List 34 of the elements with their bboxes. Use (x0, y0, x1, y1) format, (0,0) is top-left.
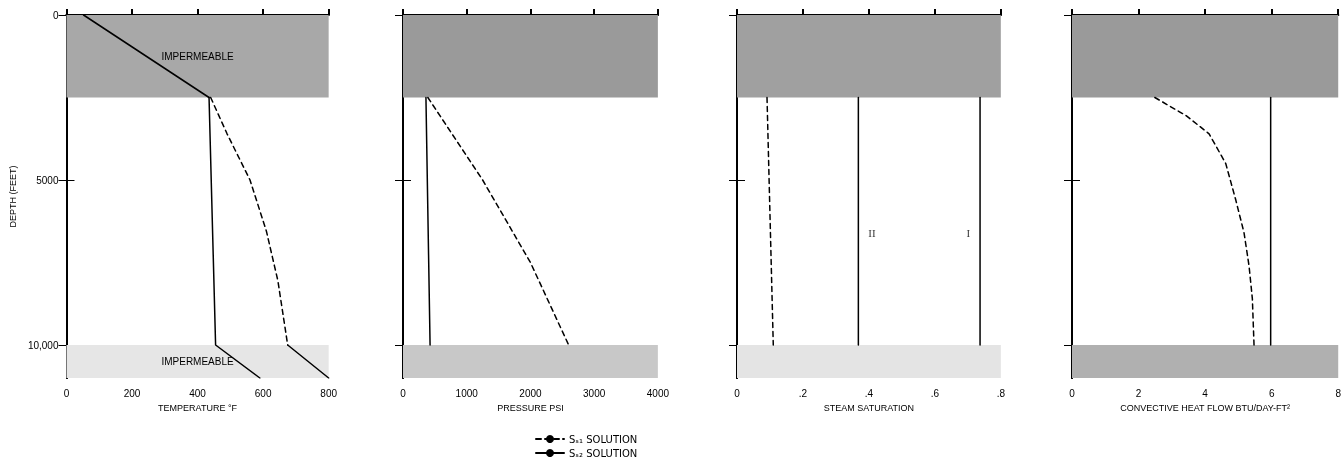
x-tick-label: 0 (734, 387, 741, 399)
y-tick-label: 5000 (36, 174, 59, 186)
y-tick-label: 10,000 (27, 339, 59, 351)
x-tick-label: 2 (1135, 387, 1142, 399)
x-tick-label: 800 (320, 387, 338, 399)
x-tick-label: 200 (123, 387, 141, 399)
x-tick-label: 0 (400, 387, 407, 399)
x-tick-label: 3000 (583, 387, 606, 399)
legend-label: Sₛ₂ SOLUTION (569, 447, 638, 459)
band-label: IMPERMEABLE (161, 356, 235, 367)
x-tick-label: 400 (189, 387, 207, 399)
annotation: I (966, 226, 971, 239)
x-tick-label: 0 (1069, 387, 1076, 399)
x-tick-label: 4000 (646, 387, 670, 399)
legend-label: Sₛ₁ SOLUTION (569, 433, 638, 445)
x-tick-label: 0 (63, 387, 70, 399)
x-tick-label: .4 (864, 387, 874, 399)
x-axis-title: TEMPERATURE °F (158, 402, 238, 413)
x-tick-label: 6 (1268, 387, 1275, 399)
y-tick-label: 0 (52, 9, 59, 21)
x-tick-label: 8 (1335, 387, 1342, 399)
annotation: II (868, 226, 877, 239)
x-axis-title: PRESSURE PSI (497, 402, 564, 413)
x-tick-label: .6 (930, 387, 940, 399)
x-tick-label: 2000 (519, 387, 542, 399)
band-label: IMPERMEABLE (161, 50, 235, 62)
x-tick-label: 600 (254, 387, 272, 399)
x-tick-label: .2 (798, 387, 808, 399)
x-tick-label: 1000 (455, 387, 479, 399)
x-tick-label: 4 (1202, 387, 1209, 399)
x-axis-title: STEAM SATURATION (823, 402, 914, 413)
y-axis-title: DEPTH (FEET) (7, 165, 18, 228)
x-axis-title: CONVECTIVE HEAT FLOW BTU/DAY-FT² (1120, 402, 1290, 413)
x-tick-label: .8 (996, 387, 1006, 399)
